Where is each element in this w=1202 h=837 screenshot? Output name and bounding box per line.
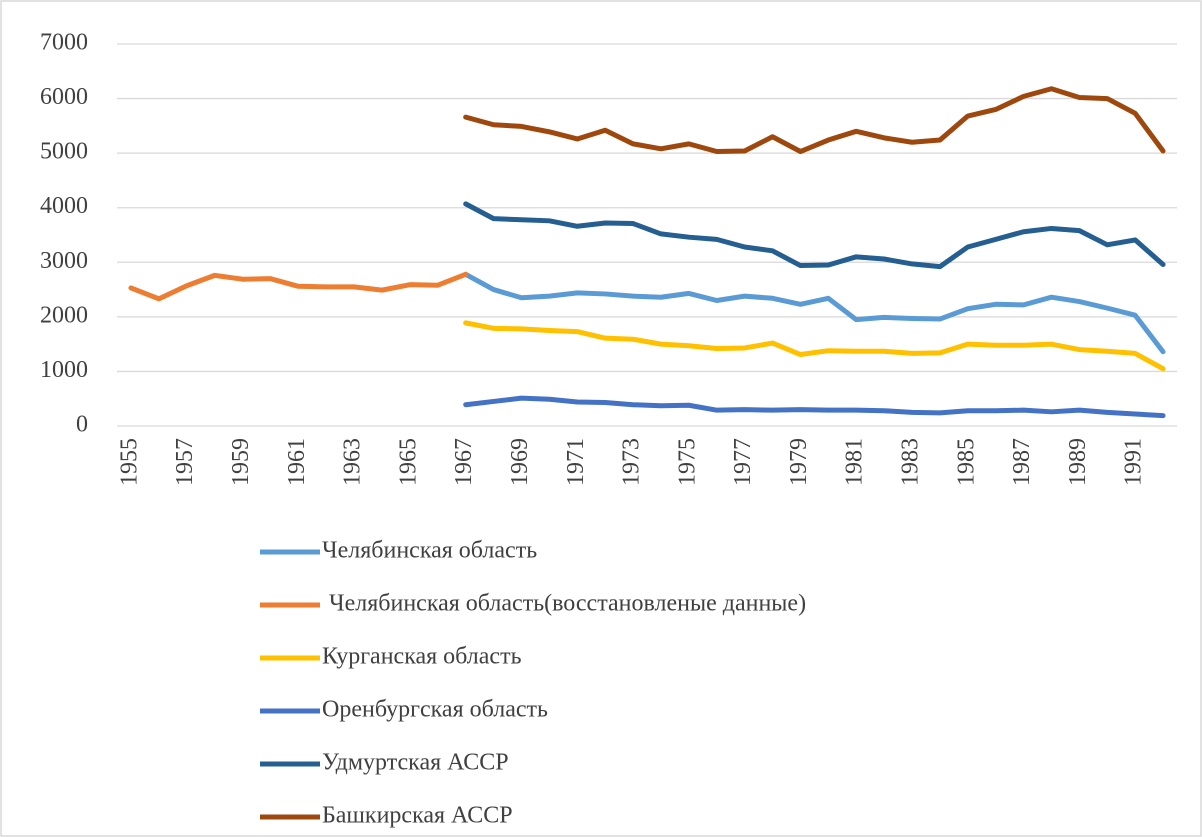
series-line [463, 395, 1166, 419]
x-tick-label: 1989 [1065, 438, 1091, 486]
x-tick-label: 1985 [953, 438, 979, 486]
x-tick-label: 1979 [786, 438, 812, 486]
legend-label: Челябинская область(восстановленые данны… [329, 591, 806, 617]
x-tick-label: 1971 [563, 438, 589, 486]
x-tick-label: 1963 [340, 438, 366, 486]
x-tick-label: 1969 [507, 438, 533, 486]
y-tick-label: 6000 [40, 84, 88, 110]
series-line [463, 271, 1166, 355]
series-line [463, 201, 1166, 270]
x-tick-label: 1959 [228, 438, 254, 486]
y-tick-label: 5000 [40, 139, 88, 165]
series-line [128, 271, 469, 302]
x-tick-label: 1961 [284, 438, 310, 486]
x-tick-label: 1977 [730, 438, 756, 486]
legend-label: Удмуртская АССР [322, 750, 509, 776]
x-tick-label: 1987 [1009, 438, 1035, 486]
y-tick-label: 2000 [40, 302, 88, 328]
y-tick-label: 7000 [40, 30, 88, 56]
x-tick-label: 1973 [619, 438, 645, 486]
x-tick-label: 1991 [1121, 438, 1147, 486]
legend-label: Оренбургская область [322, 697, 548, 723]
series-line [463, 320, 1166, 372]
y-tick-label: 1000 [40, 357, 88, 383]
series-line [463, 86, 1166, 155]
x-tick-label: 1967 [451, 438, 477, 486]
legend-label: Курганская область [322, 644, 522, 670]
x-tick-label: 1965 [395, 438, 421, 486]
legend-label: Башкирская АССР [322, 803, 513, 829]
x-tick-label: 1975 [674, 438, 700, 486]
x-tick-label: 1981 [842, 438, 868, 486]
x-tick-label: 1955 [116, 438, 142, 486]
x-tick-label: 1983 [898, 438, 924, 486]
legend-label: Челябинская область [322, 538, 537, 564]
y-tick-label: 0 [76, 412, 88, 438]
y-tick-label: 4000 [40, 193, 88, 219]
x-tick-label: 1957 [172, 438, 198, 486]
y-tick-label: 3000 [40, 248, 88, 274]
